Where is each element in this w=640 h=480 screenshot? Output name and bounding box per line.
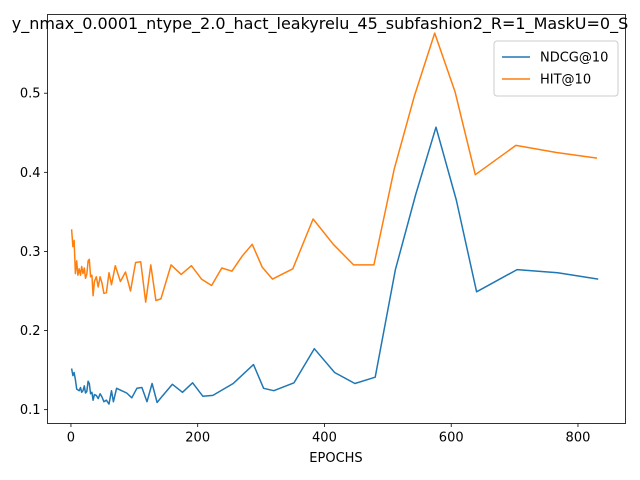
plot-lines	[70, 32, 599, 405]
y-tick-label: 0.3	[20, 245, 41, 260]
y-tick-label: 0.1	[20, 403, 41, 418]
legend-label-1: HIT@10	[540, 73, 591, 88]
legend-label-0: NDCG@10	[540, 51, 608, 66]
plot-frame	[47, 14, 626, 424]
series-line-1	[70, 32, 598, 303]
x-tick-label: 800	[566, 431, 591, 446]
y-axis-ticks: 0.1 0.2 0.3 0.4 0.5	[20, 87, 48, 418]
y-tick-label: 0.2	[20, 324, 41, 339]
x-axis-ticks: 0 200 400 600 800	[67, 423, 591, 446]
legend-items: NDCG@10 HIT@10	[502, 51, 608, 88]
x-tick-label: 0	[67, 431, 75, 446]
x-tick-label: 400	[312, 431, 337, 446]
legend: NDCG@10 HIT@10	[493, 40, 619, 97]
y-tick-label: 0.4	[20, 166, 41, 181]
chart-title: y_nmax_0.0001_ntype_2.0_hact_leakyrelu_4…	[12, 14, 629, 34]
legend-box	[493, 40, 619, 97]
y-tick-label: 0.5	[20, 87, 41, 102]
series-line-0	[70, 126, 599, 405]
x-tick-label: 200	[185, 431, 210, 446]
x-axis-label: EPOCHS	[309, 451, 362, 466]
x-tick-label: 600	[439, 431, 464, 446]
